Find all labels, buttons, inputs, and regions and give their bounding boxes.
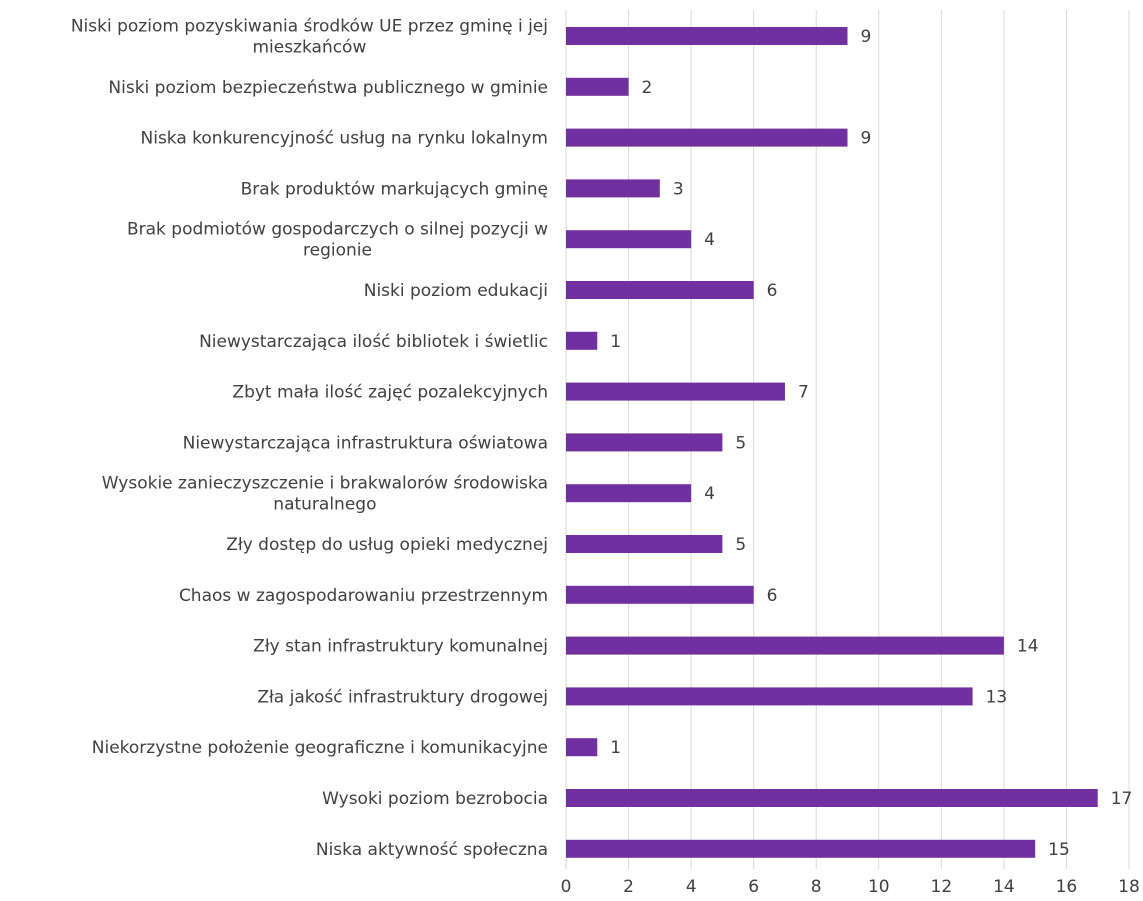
bar [566, 585, 754, 604]
data-label: 15 [1048, 840, 1070, 860]
x-tick-label: 10 [868, 877, 890, 897]
data-label: 6 [767, 586, 778, 606]
data-label: 6 [767, 281, 778, 301]
category-label: Wysokie zanieczyszczenie i brakwalorów ś… [102, 474, 548, 494]
x-tick-label: 4 [686, 877, 697, 897]
data-label: 17 [1111, 789, 1133, 809]
category-label: Niekorzystne położenie geograficzne i ko… [92, 738, 548, 758]
x-tick-label: 16 [1056, 877, 1078, 897]
category-label: Zły stan infrastruktury komunalnej [253, 637, 548, 657]
gridlines [565, 10, 1130, 869]
category-label: mieszkańców [252, 38, 366, 58]
bar [566, 77, 629, 96]
bar [566, 636, 1004, 655]
x-tick-label: 18 [1118, 877, 1140, 897]
bars [566, 27, 1098, 858]
bar [566, 789, 1098, 807]
data-label: 1 [610, 738, 621, 758]
category-label: regionie [303, 241, 372, 261]
data-label: 9 [861, 129, 872, 149]
category-label: Niski poziom bezpieczeństwa publicznego … [108, 78, 548, 98]
x-tick-label: 6 [748, 877, 759, 897]
category-label: Niewystarczająca ilość bibliotek i świet… [199, 332, 548, 352]
category-label: Niski poziom edukacji [364, 281, 548, 301]
category-label: Brak podmiotów gospodarczych o silnej po… [127, 220, 548, 240]
x-tick-label: 14 [993, 877, 1015, 897]
category-labels: Niski poziom pozyskiwania środków UE prz… [71, 17, 548, 860]
x-tick-label: 0 [561, 877, 572, 897]
x-tick-label: 12 [931, 877, 953, 897]
data-label: 4 [704, 484, 715, 504]
bar [566, 281, 754, 299]
bar [566, 331, 598, 350]
category-label: Brak produktów markujących gminę [241, 179, 548, 199]
category-label: Wysoki poziom bezrobocia [322, 789, 548, 809]
x-tick-label: 8 [811, 877, 822, 897]
x-axis-ticks: 0 2 4 6 8 10 12 14 16 18 [561, 877, 1140, 897]
data-label: 5 [735, 535, 746, 555]
data-label: 7 [798, 383, 809, 403]
data-label: 9 [861, 27, 872, 47]
category-label: Niewystarczająca infrastruktura oświatow… [183, 433, 548, 453]
category-label: Zły dostęp do usług opieki medycznej [226, 535, 548, 555]
data-label: 1 [610, 332, 621, 352]
data-label: 4 [704, 230, 715, 250]
bar [566, 179, 660, 198]
bar [566, 535, 723, 553]
data-label: 2 [642, 78, 653, 98]
bar [566, 230, 692, 249]
category-label: Niska aktywność społeczna [316, 840, 548, 860]
category-label: Niski poziom pozyskiwania środków UE prz… [71, 17, 548, 37]
category-label: Chaos w zagospodarowaniu przestrzennym [179, 586, 548, 606]
data-label: 5 [735, 433, 746, 453]
bar [566, 433, 723, 452]
bar [566, 128, 848, 147]
category-label: Zła jakość infrastruktury drogowej [257, 687, 548, 707]
category-label: Niska konkurencyjność usług na rynku lok… [141, 129, 549, 149]
category-label: naturalnego [273, 495, 376, 515]
x-tick-label: 2 [623, 877, 634, 897]
bar [566, 484, 692, 503]
bar [566, 687, 973, 706]
category-label: Zbyt mała ilość zajęć pozalekcyjnych [232, 383, 548, 403]
bar [566, 839, 1036, 858]
bar [566, 382, 785, 401]
bar [566, 738, 598, 757]
data-label: 13 [986, 687, 1008, 707]
data-label: 3 [673, 179, 684, 199]
bar [566, 27, 848, 45]
data-label: 14 [1017, 637, 1039, 657]
